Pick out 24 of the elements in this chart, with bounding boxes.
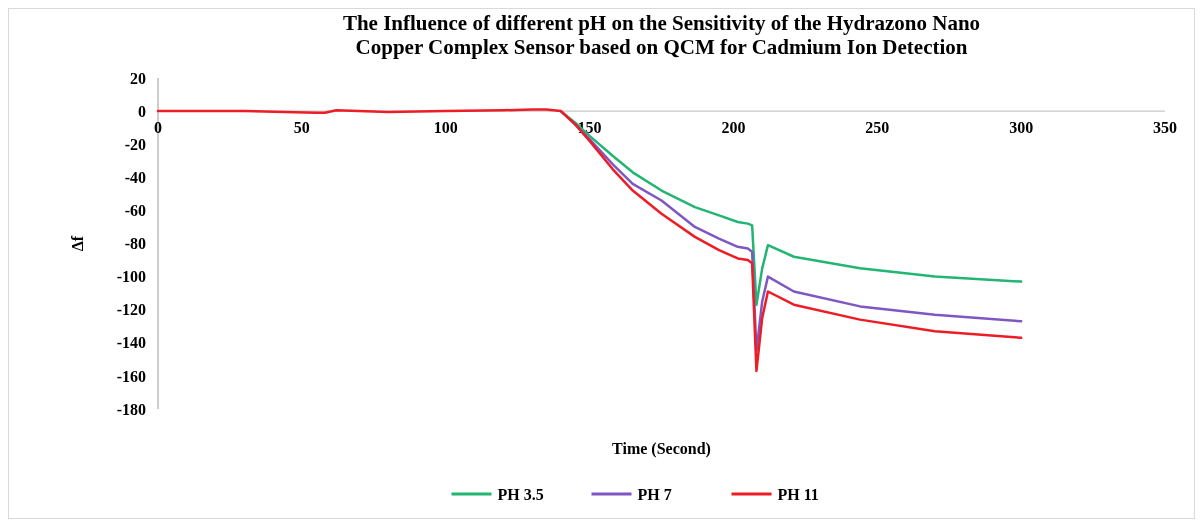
y-tick-label: -20 (124, 135, 146, 153)
x-tick-label: 300 (1009, 119, 1034, 137)
x-tick-label: 200 (721, 119, 746, 137)
y-tick-label: -40 (124, 168, 146, 186)
x-tick-label: 0 (154, 119, 162, 137)
x-tick-label: 100 (433, 119, 458, 137)
y-tick-label: -60 (124, 202, 146, 219)
x-tick-label: 50 (293, 119, 310, 137)
y-tick-label: -80 (124, 235, 146, 253)
legend-label: PH 7 (637, 485, 672, 503)
y-axis-title: Δf (69, 235, 86, 252)
y-tick-label: -160 (116, 367, 146, 385)
legend-label: PH 11 (777, 485, 819, 503)
legend-label: PH 3.5 (497, 485, 544, 503)
x-tick-label: 250 (865, 119, 890, 137)
y-tick-label: -100 (116, 268, 146, 286)
y-tick-label: -180 (116, 400, 146, 418)
chart-title: The Influence of different pH on the Sensitivity of the Hydrazono Nano Copper Complex Sensor based on QCM for Cadmium Ion Detection (342, 11, 981, 59)
y-tick-label: -120 (116, 301, 146, 319)
y-tick-label: -140 (116, 334, 146, 352)
x-axis-title: Time (Second) (612, 440, 711, 458)
y-tick-label: 0 (138, 102, 146, 120)
y-tick-label: 20 (130, 69, 146, 87)
x-tick-label: 350 (1153, 119, 1177, 137)
